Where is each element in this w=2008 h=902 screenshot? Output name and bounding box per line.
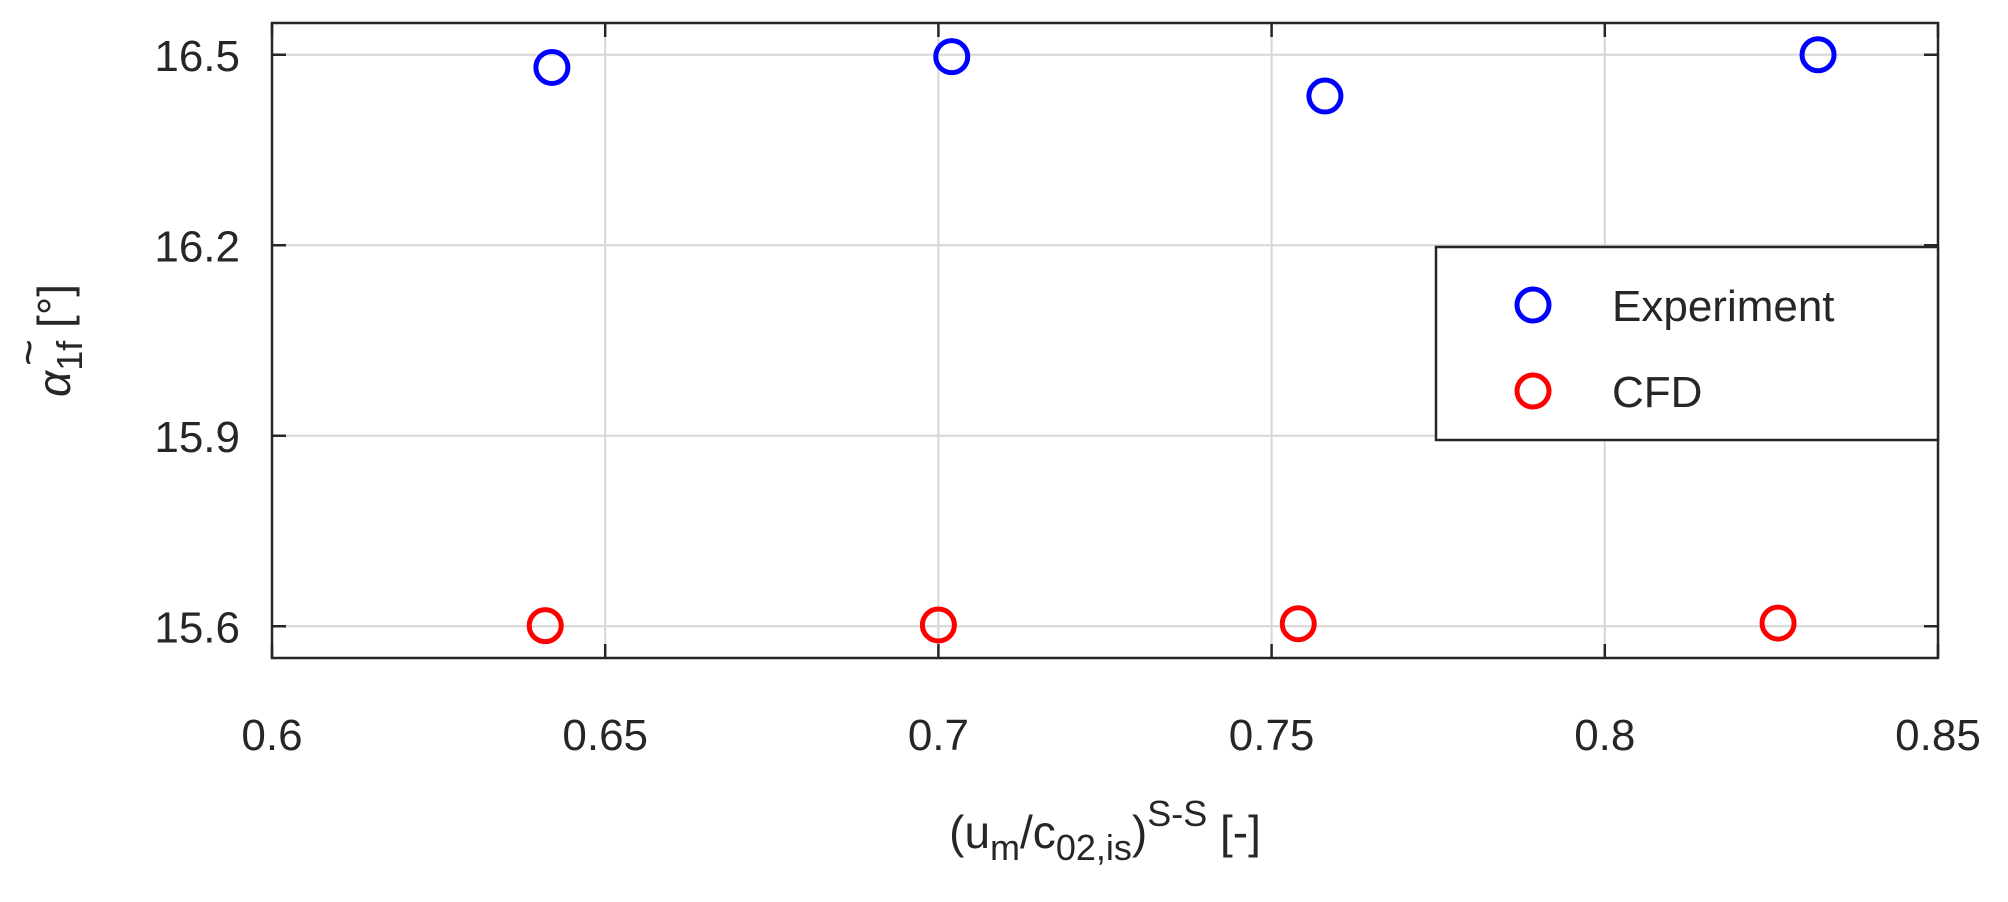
y-axis-label: α1f [°] ~ <box>2 284 90 397</box>
legend-label-cfd: CFD <box>1612 368 1702 417</box>
data-point-cfd <box>526 607 564 645</box>
data-point-experiment <box>1306 77 1344 115</box>
legend-marker-cfd <box>1514 372 1552 410</box>
y-tick-label: 15.6 <box>154 603 240 652</box>
data-point-experiment <box>933 38 971 76</box>
y-tick-label: 16.2 <box>154 222 240 271</box>
y-label-base: α <box>28 369 80 397</box>
x-tick-label: 0.6 <box>241 711 302 760</box>
y-tick-label: 15.9 <box>154 413 240 462</box>
data-point-cfd <box>1279 605 1317 643</box>
data-point-experiment <box>533 48 571 86</box>
data-point-experiment <box>1799 36 1837 74</box>
x-tick-label: 0.7 <box>908 711 969 760</box>
x-label-close: ) <box>1132 806 1147 858</box>
legend: Experiment CFD <box>1434 245 1940 442</box>
data-point-cfd <box>919 606 957 644</box>
x-tick-label: 0.75 <box>1229 711 1315 760</box>
x-tick-label: 0.65 <box>562 711 648 760</box>
data-points <box>526 36 1837 645</box>
x-label-unit: [-] <box>1207 806 1261 858</box>
x-label-base: (u <box>949 806 990 858</box>
legend-marker-experiment <box>1514 286 1552 324</box>
legend-label-experiment: Experiment <box>1612 282 1835 331</box>
y-label-unit: [°] <box>28 284 80 341</box>
x-label-sub2: 02,is <box>1056 827 1132 868</box>
x-label-mid: /c <box>1020 806 1056 858</box>
x-axis-label: (um/c02,is)S-S [-] <box>949 793 1261 868</box>
y-label-sub: 1f <box>49 340 90 371</box>
data-point-cfd <box>1759 604 1797 642</box>
x-tick-label: 0.8 <box>1574 711 1635 760</box>
tick-labels: 0.6 0.65 0.7 0.75 0.8 0.85 15.6 15.9 16.2 16.5 <box>154 32 1980 760</box>
y-tick-label: 16.5 <box>154 32 240 81</box>
svg-text:α1f [°]: α1f [°] <box>28 284 90 397</box>
x-label-sup: S-S <box>1147 793 1207 834</box>
x-tick-label: 0.85 <box>1895 711 1981 760</box>
x-label-sub1: m <box>990 827 1020 868</box>
y-label-tilde: ~ <box>2 339 54 366</box>
legend-box <box>1434 245 1940 442</box>
